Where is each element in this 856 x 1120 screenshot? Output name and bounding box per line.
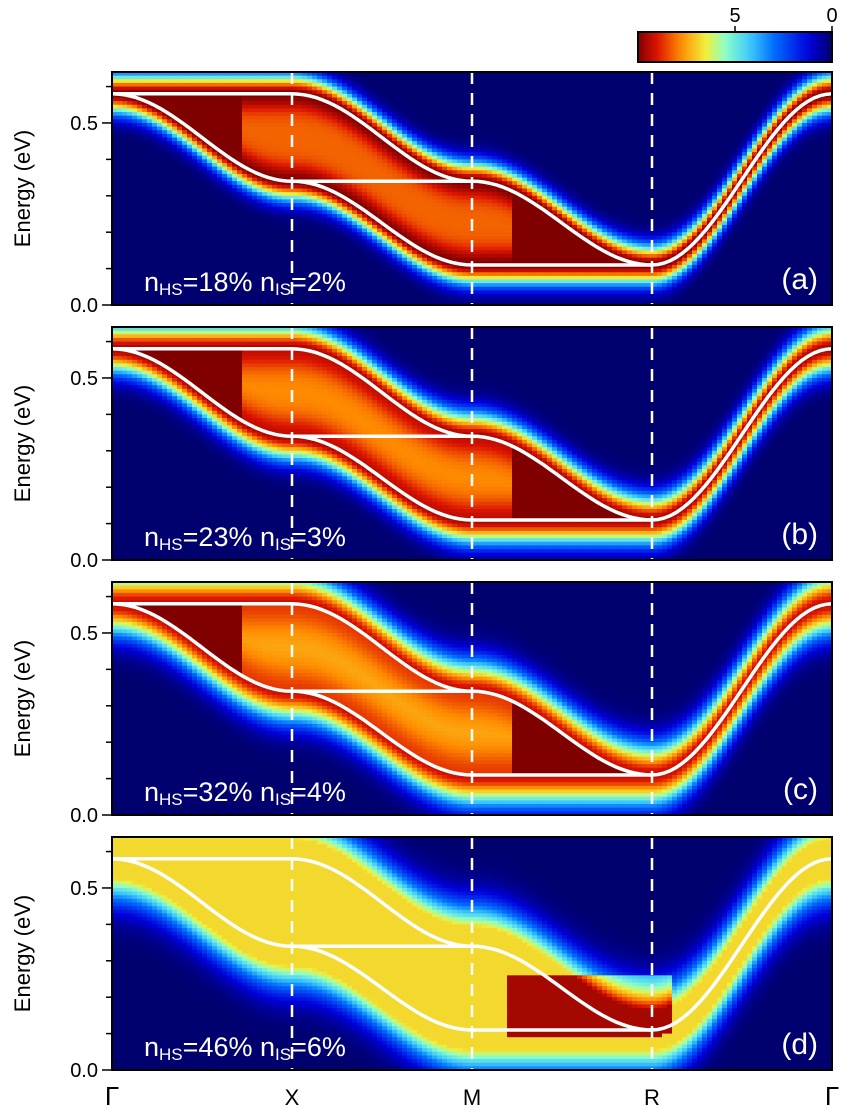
x-tick-label: R xyxy=(644,1085,660,1110)
y-tick-label: 0.0 xyxy=(70,1060,98,1082)
doping-annotation: nHS=46% nIS=6% xyxy=(144,1032,346,1064)
heatmap xyxy=(112,72,832,305)
x-tick-label: M xyxy=(463,1085,481,1110)
panel-frame xyxy=(111,836,833,1071)
panel-a: 0.0 0.5 Energy (eV) nHS=18% nIS=2% (a) xyxy=(10,71,833,317)
x-tick-label: Γ xyxy=(825,1081,839,1111)
white-band-curve-band-lower xyxy=(112,347,652,522)
panel-d: 0.0 0.5 Energy (eV) nHS=46% nIS=6% (d) xyxy=(10,836,833,1082)
panel-frame xyxy=(111,581,833,816)
colorbar-gradient xyxy=(637,31,833,63)
white-band-curve-band-lower xyxy=(112,92,652,267)
y-tick-label: 0.5 xyxy=(70,878,98,900)
panel-c: 0.0 0.5 Energy (eV) nHS=32% nIS=4% (c) xyxy=(10,581,833,827)
y-axis-label: Energy (eV) xyxy=(10,130,35,247)
panel-frame xyxy=(111,326,833,561)
panel-label: (d) xyxy=(781,1028,818,1061)
y-axis-label: Energy (eV) xyxy=(10,385,35,502)
panel-label: (b) xyxy=(781,518,818,551)
white-band-curve-band-lower xyxy=(112,857,652,1032)
y-axis-label: Energy (eV) xyxy=(10,895,35,1012)
white-band-curve-band-lower xyxy=(112,602,652,777)
heatmap xyxy=(112,327,832,560)
y-tick-label: 0.5 xyxy=(70,623,98,645)
doping-annotation: nHS=18% nIS=2% xyxy=(144,267,346,299)
panels: 0.0 0.5 Energy (eV) nHS=18% nIS=2% (a) 0.0 0.5… xyxy=(10,71,833,1082)
y-tick-label: 0.5 xyxy=(70,368,98,390)
doping-annotation: nHS=23% nIS=3% xyxy=(144,522,346,554)
doping-annotation: nHS=32% nIS=4% xyxy=(144,777,346,809)
panel-label: (c) xyxy=(783,773,818,806)
panel-b: 0.0 0.5 Energy (eV) nHS=23% nIS=3% (b) xyxy=(10,326,833,572)
y-tick-label: 0.0 xyxy=(70,295,98,317)
panel-label: (a) xyxy=(781,263,818,296)
y-tick-label: 0.0 xyxy=(70,805,98,827)
y-tick-label: 0.5 xyxy=(70,113,98,135)
colorbar-tick-label: 0 xyxy=(826,5,837,27)
y-tick-label: 0.0 xyxy=(70,550,98,572)
panel-frame xyxy=(111,71,833,306)
x-tick-label: X xyxy=(285,1085,300,1110)
heatmap xyxy=(112,582,832,815)
y-axis-label: Energy (eV) xyxy=(10,640,35,757)
colorbar-tick-label: 5 xyxy=(729,5,740,27)
heatmap xyxy=(112,837,832,1070)
x-tick-label: Γ xyxy=(105,1081,119,1111)
